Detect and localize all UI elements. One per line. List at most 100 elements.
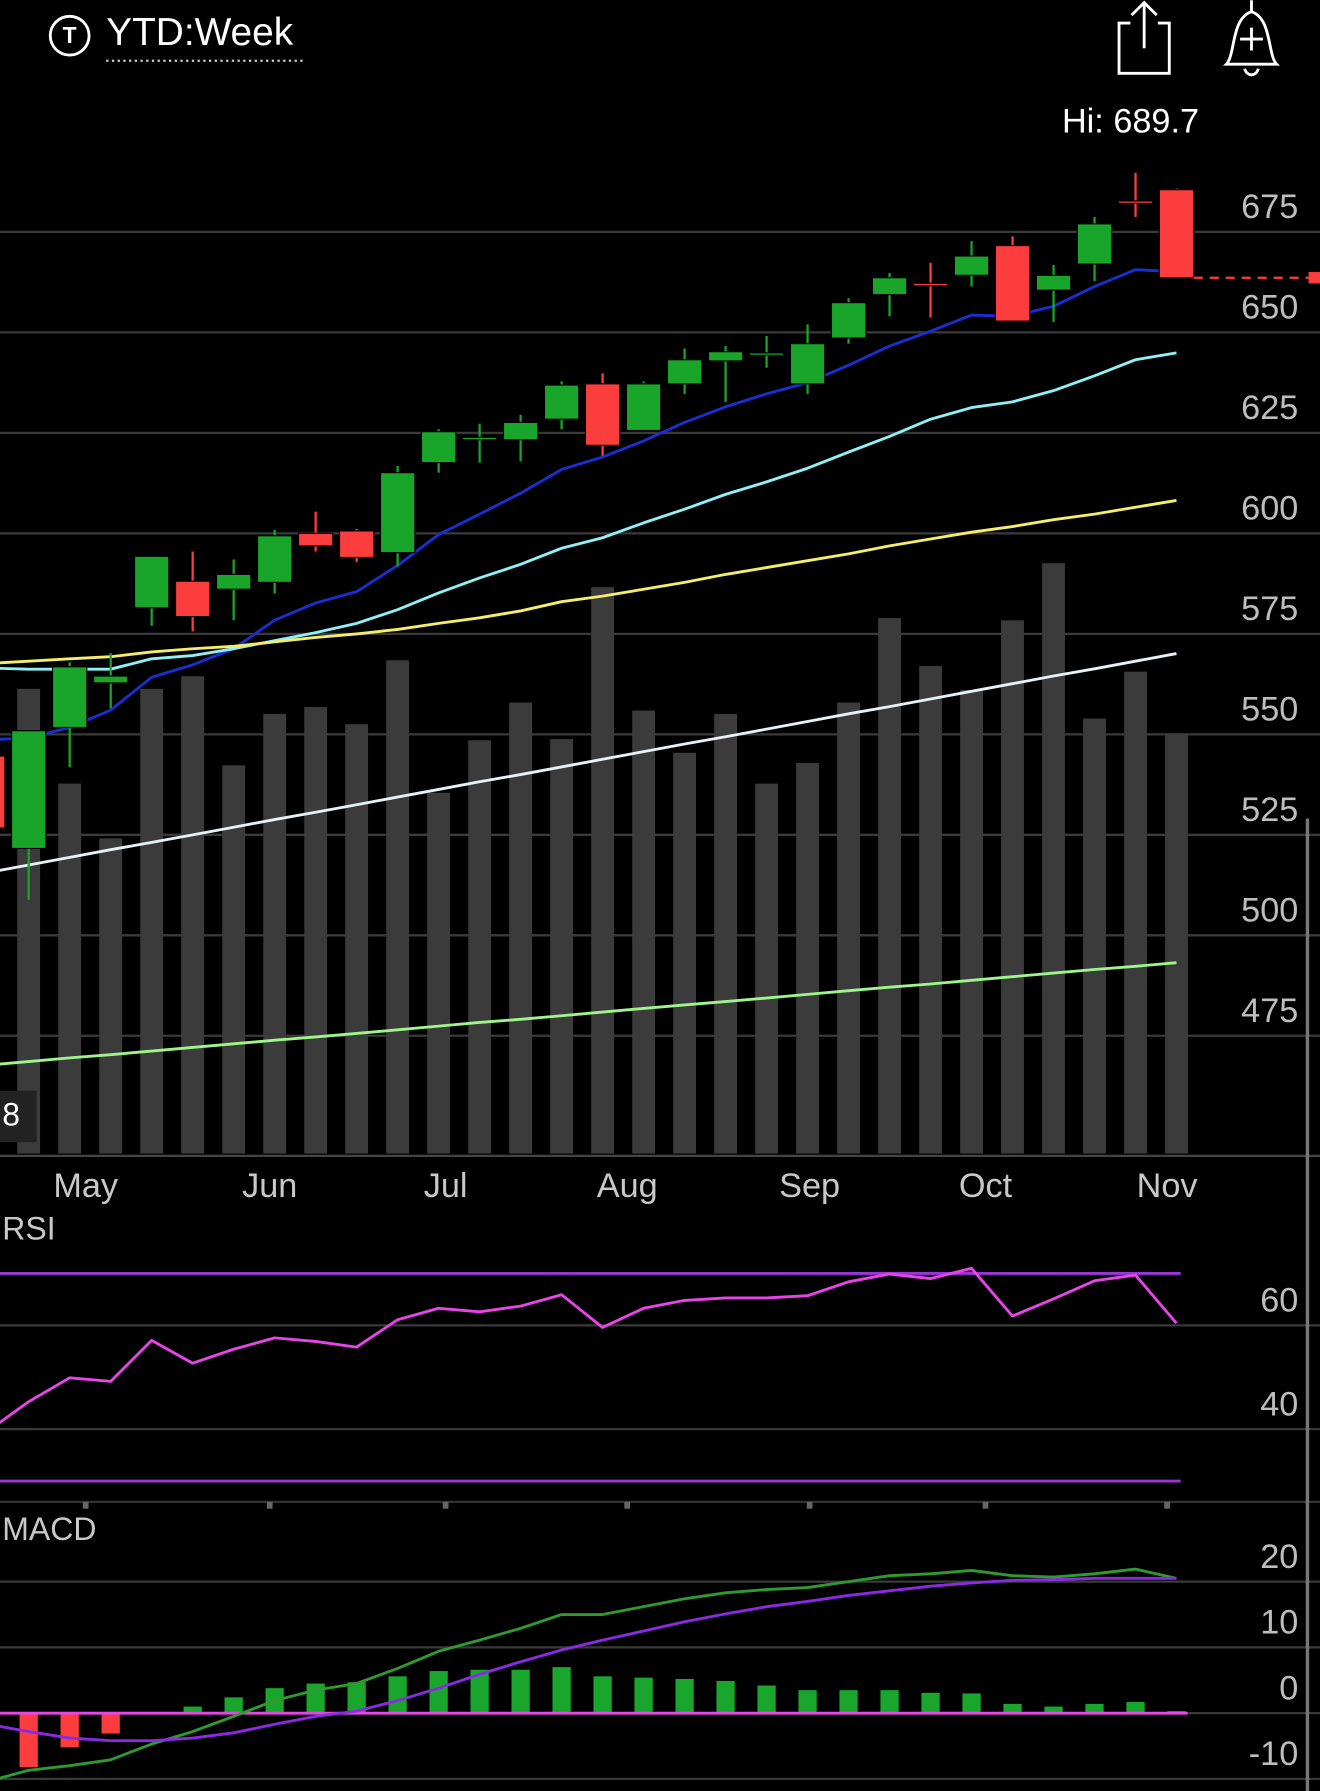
macd-line [0, 1576, 1177, 1743]
volume-bar [1083, 718, 1106, 1154]
histogram-bar [183, 1706, 202, 1714]
candle-body [748, 352, 785, 356]
histogram-bar [1085, 1703, 1104, 1714]
candle-body [584, 383, 621, 446]
histogram-bar [1003, 1703, 1022, 1714]
volume-bar [550, 739, 574, 1154]
volume-bar [1124, 671, 1147, 1154]
alert-button[interactable] [1222, 0, 1281, 77]
candle-body [666, 359, 703, 385]
volume-bar [58, 783, 82, 1154]
candle-body [297, 532, 334, 547]
high-label: Hi: 689.7 [1062, 103, 1199, 141]
candle-body [543, 384, 580, 420]
candle-body [51, 666, 88, 729]
y-tick-label: 0 [1279, 1669, 1298, 1707]
share-button[interactable] [1117, 0, 1171, 75]
moving-average [0, 351, 1177, 671]
candle-body [502, 421, 539, 441]
y-tick-label: 625 [1241, 389, 1298, 427]
candle-body [994, 244, 1031, 322]
y-tick-label: 550 [1241, 691, 1298, 729]
x-tick-label: May [53, 1167, 119, 1205]
macd-line [0, 1567, 1177, 1780]
volume-bar [755, 783, 779, 1154]
volume-bar [796, 763, 819, 1154]
candle-body [1158, 189, 1195, 279]
candle-body [133, 555, 170, 609]
bell-plus [1240, 0, 1263, 51]
pane-title: MACD [2, 1511, 96, 1547]
candle-body [379, 472, 416, 554]
x-tick-label: Jun [242, 1167, 297, 1205]
moving-average [0, 652, 1177, 872]
share-box [1117, 21, 1171, 75]
volume-bar [427, 792, 451, 1154]
candle-body [953, 255, 990, 276]
candle-body [830, 302, 867, 339]
histogram-bar [1126, 1701, 1145, 1714]
candle-body [215, 573, 252, 590]
timeframe-title: YTD:Week [106, 11, 294, 54]
candle-body [10, 730, 47, 850]
moving-average [0, 268, 1177, 741]
histogram-bar [593, 1676, 612, 1714]
volume-bar [673, 752, 697, 1154]
candle-body [912, 282, 949, 287]
histogram-bar [634, 1677, 653, 1714]
volume-bar [1042, 563, 1065, 1154]
histogram-bar [798, 1690, 817, 1714]
histogram-bar [470, 1669, 489, 1714]
y-tick-label: 650 [1241, 289, 1298, 327]
y-tick-label: 500 [1241, 892, 1298, 930]
histogram-bar [101, 1713, 120, 1734]
symbol-button[interactable]: T YTD:Week [48, 11, 307, 62]
histogram-bar [347, 1682, 366, 1714]
candle-body [0, 755, 6, 829]
moving-average [0, 961, 1177, 1066]
candle-body [1117, 200, 1154, 204]
x-tick-label: Oct [959, 1167, 1013, 1205]
histogram-bar [716, 1680, 735, 1714]
volume-bar [714, 713, 738, 1154]
symbol-icon-ring [48, 14, 91, 57]
volume-bar [1001, 620, 1024, 1154]
bell [1222, 10, 1281, 66]
candle-body [789, 343, 826, 385]
candle-body [92, 675, 129, 684]
histogram-bar [19, 1713, 38, 1768]
volume-bar [222, 765, 246, 1154]
histogram-bar [388, 1676, 407, 1714]
volume-bar [509, 702, 533, 1154]
volume-bar [878, 618, 901, 1154]
volume-bar [591, 587, 615, 1154]
y-tick-label: 60 [1260, 1282, 1298, 1320]
y-tick-label: 600 [1241, 490, 1298, 528]
volume-bar [140, 688, 164, 1154]
moving-average [0, 499, 1177, 665]
histogram-bar [1044, 1706, 1063, 1714]
edge-label: 8 [2, 1096, 20, 1132]
candle-body [625, 383, 662, 432]
rsi-pane: RSI 60 40 [0, 1211, 1320, 1509]
candle-body [871, 277, 908, 296]
candle-body [256, 535, 293, 583]
y-tick-label: 525 [1241, 791, 1298, 829]
histogram-bar [757, 1685, 776, 1714]
volume-bar [304, 707, 328, 1154]
candle-body [174, 580, 211, 618]
histogram-bar [60, 1713, 79, 1748]
last-price-tag [1308, 272, 1320, 284]
histogram-bar [224, 1697, 243, 1714]
y-tick-label: 10 [1260, 1604, 1298, 1642]
volume-bar [468, 740, 492, 1154]
volume-bar [960, 689, 983, 1154]
candle-body [1076, 223, 1113, 265]
candle-body [707, 351, 744, 362]
histogram-bar [962, 1693, 981, 1714]
edge-label-box [0, 1090, 37, 1143]
candle-body [338, 530, 375, 559]
pane-title: RSI [2, 1211, 55, 1247]
rsi-line [0, 1266, 1178, 1425]
